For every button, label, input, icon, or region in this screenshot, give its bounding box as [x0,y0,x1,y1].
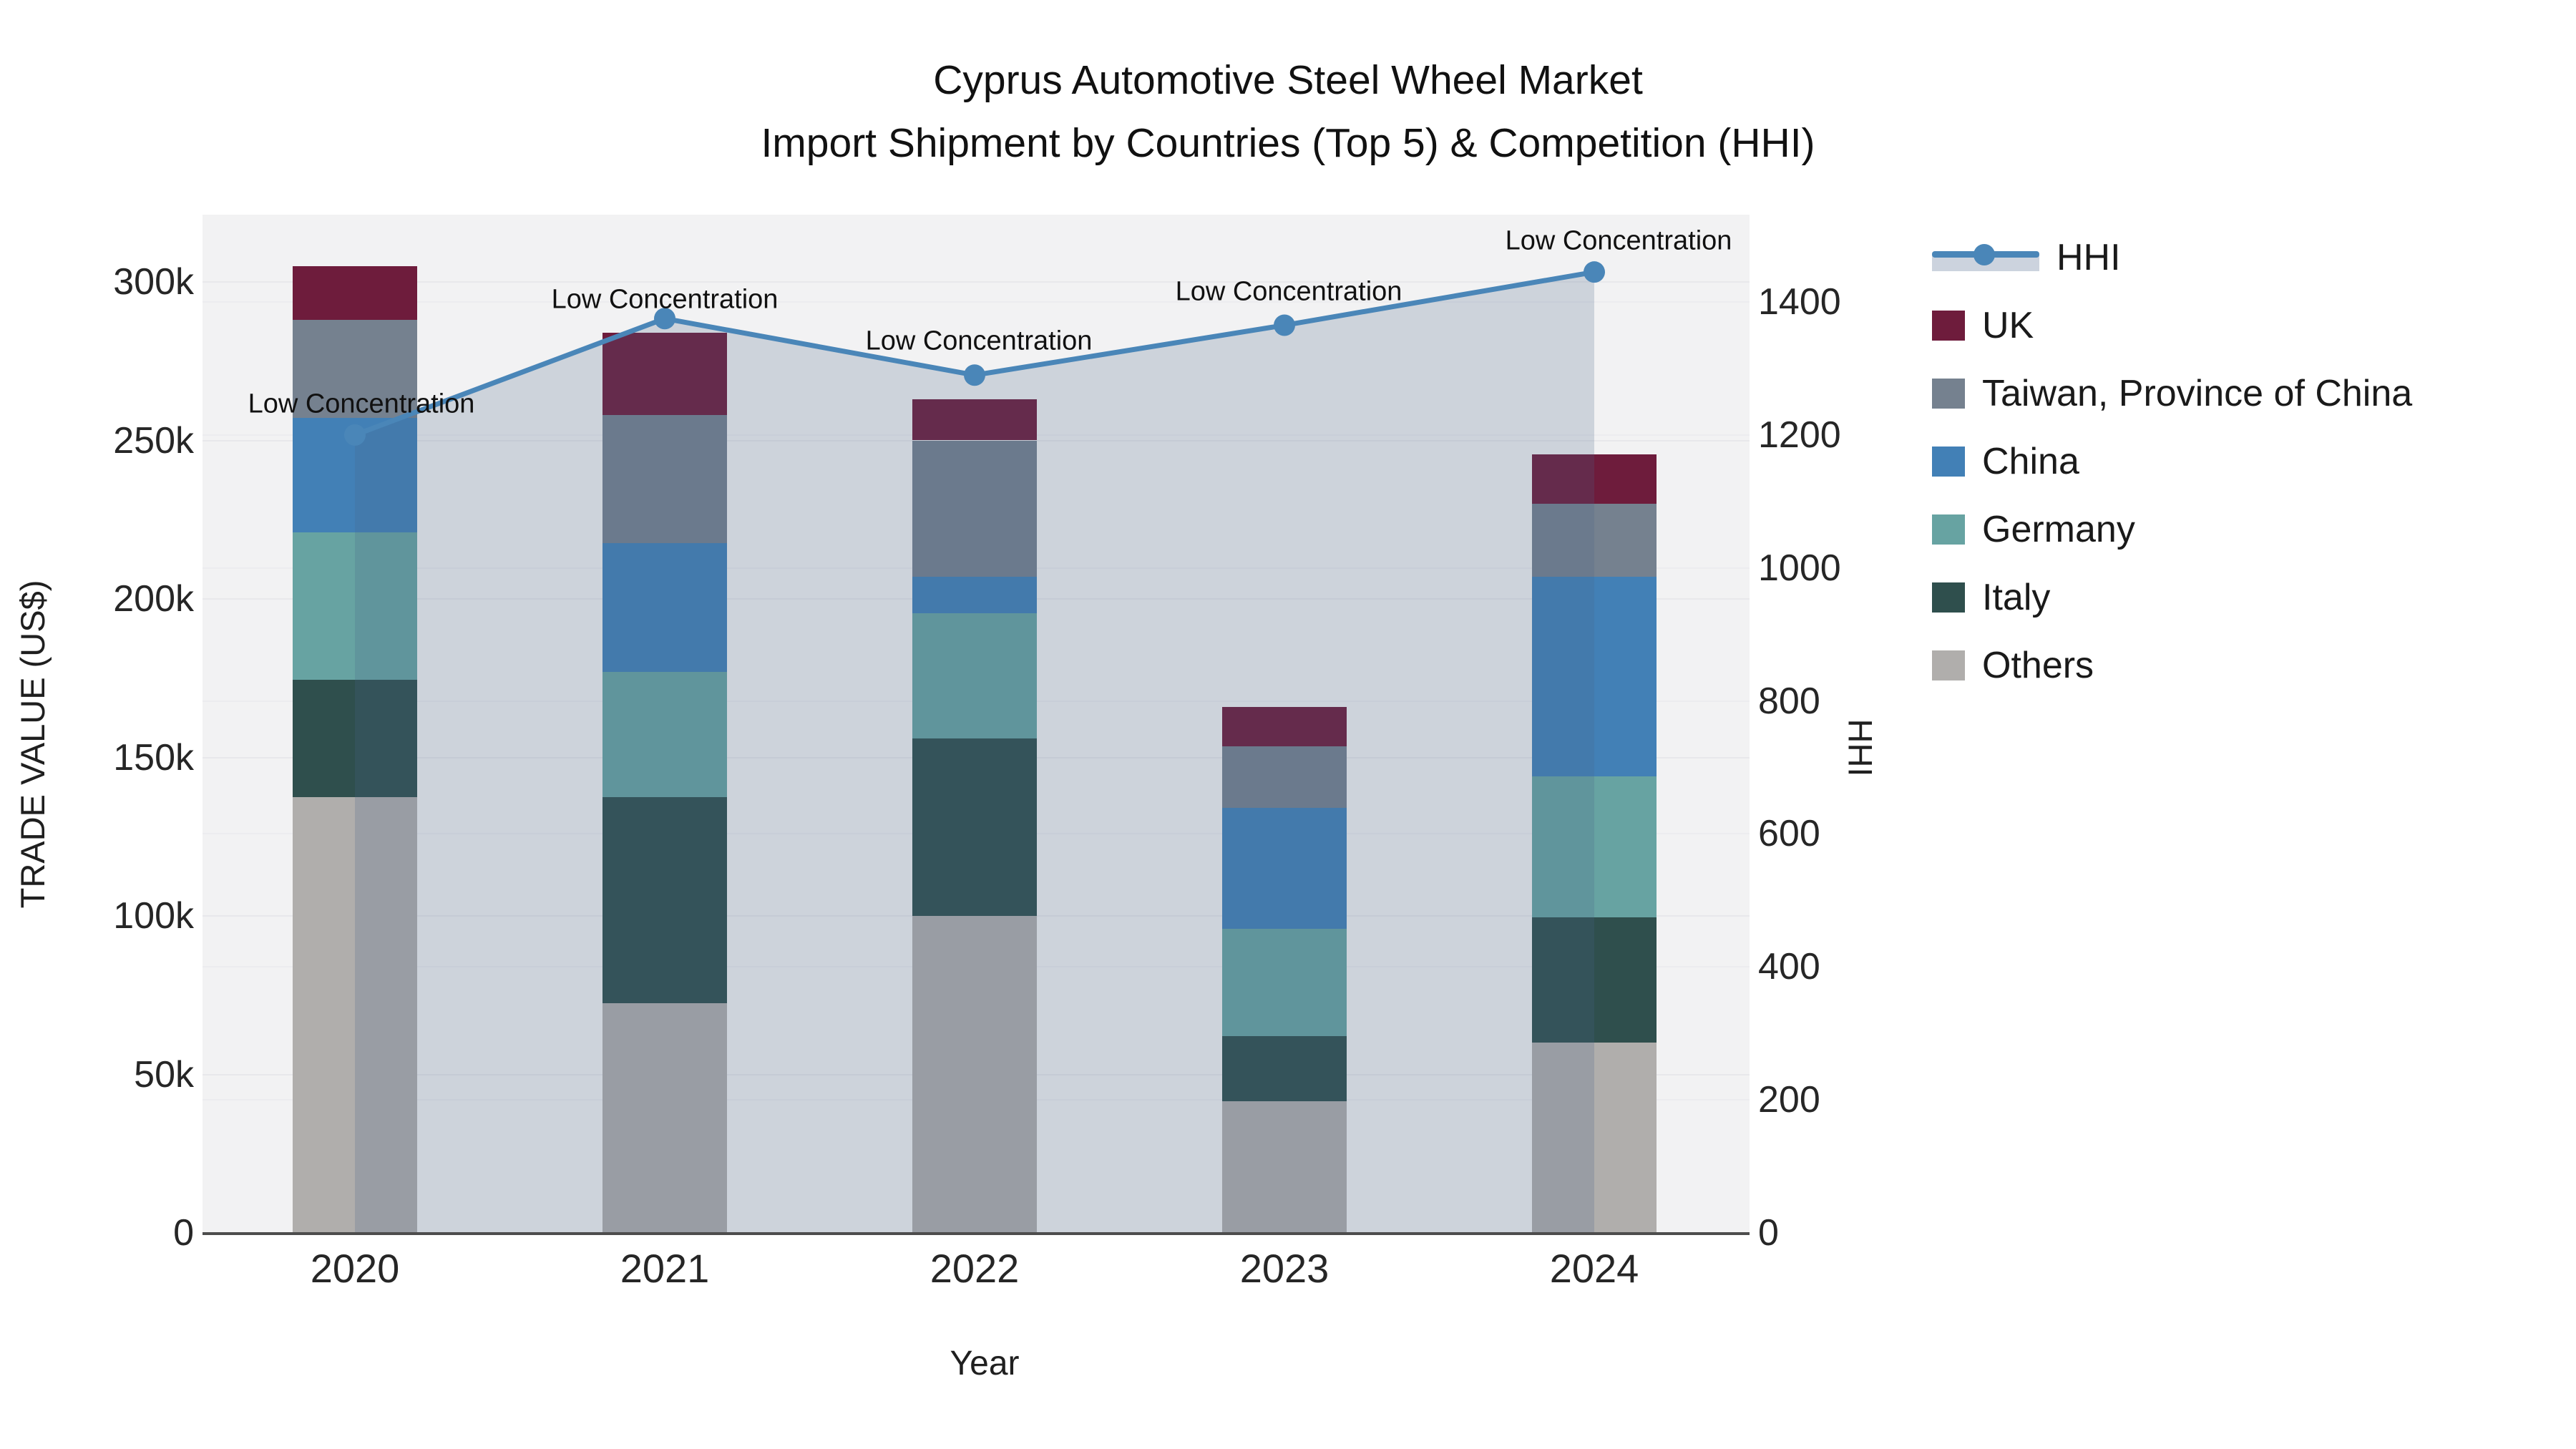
y-right-tick-label: 200 [1758,1079,1820,1121]
annotation-low-concentration: Low Concentration [248,389,475,419]
y-left-tick-label: 150k [113,736,194,779]
legend-swatch [1932,379,1965,409]
bar-segment-others [293,796,417,1233]
bar-segment-taiwan [293,320,417,419]
legend-item-label: HHI [2057,237,2121,278]
hhi-area-fill [355,272,1594,1233]
y-right-tick-label: 0 [1758,1212,1779,1254]
hhi-marker-icon [1974,244,1995,265]
legend-item-label: Germany [1982,509,2135,550]
y-left-axis-title: TRADE VALUE (US$) [14,580,52,909]
bar-segment-others [602,1002,727,1233]
bar-segment-uk [293,265,417,321]
bar-segment-uk [1532,454,1657,504]
legend-item-hhi[interactable]: HHI [1932,236,2121,279]
y-left-tick-label: 50k [134,1053,194,1096]
gridline-trade-value [203,281,1750,283]
annotation-low-concentration: Low Concentration [1175,276,1402,307]
y-right-tick-label: 1200 [1758,414,1841,456]
annotation-low-concentration: Low Concentration [551,284,779,315]
bar-segment-china [1532,576,1657,777]
legend-item-label: Taiwan, Province of China [1982,373,2413,414]
x-tick-label: 2020 [310,1246,400,1291]
y-left-tick-label: 250k [113,419,194,462]
legend-swatch [1932,447,1965,477]
bar-segment-china [912,576,1037,613]
bar-segment-germany [1222,928,1347,1037]
legend-item-others[interactable]: Others [1932,644,2094,687]
bar-segment-italy [293,679,417,797]
y-right-tick-label: 1000 [1758,547,1841,589]
legend-item-label: UK [1982,305,2034,346]
legend-swatch [1932,650,1965,680]
legend-swatch [1932,311,1965,341]
bar-segment-china [602,543,727,672]
y-left-tick-label: 300k [113,261,194,303]
bar-segment-others [912,916,1037,1233]
y-right-tick-label: 600 [1758,813,1820,855]
chart-title-line2: Import Shipment by Countries (Top 5) & C… [761,120,1815,166]
bar-segment-germany [1532,776,1657,918]
legend-item-label: Italy [1982,577,2051,618]
x-tick-label: 2022 [930,1246,1020,1291]
x-axis-title: Year [950,1345,1020,1382]
bar-segment-uk [1222,706,1347,746]
bar-segment-taiwan [1532,504,1657,577]
legend-item-label: Others [1982,645,2094,686]
legend-item-italy[interactable]: Italy [1932,576,2050,619]
hhi-marker-2020 [344,424,366,446]
hhi-marker-2022 [964,364,985,386]
x-axis-line [203,1232,1750,1235]
bar-segment-italy [1222,1036,1347,1102]
hhi-marker-2023 [1274,314,1295,336]
x-tick-label: 2024 [1549,1246,1639,1291]
legend-swatch [1932,582,1965,613]
hhi-line-layer [344,261,1605,1233]
bar-segment-china [1222,808,1347,929]
legend-item-taiwan-province-of-china[interactable]: Taiwan, Province of China [1932,372,2412,415]
bar-segment-uk [912,399,1037,441]
bar-segment-italy [912,738,1037,916]
bar-segment-uk [602,332,727,416]
legend-item-label: China [1982,441,2079,482]
legend-item-uk[interactable]: UK [1932,304,2034,347]
y-left-tick-label: 0 [173,1212,194,1254]
bar-segment-taiwan [912,440,1037,577]
hhi-marker-2024 [1584,261,1605,283]
annotation-low-concentration: Low Concentration [865,326,1093,356]
y-right-axis-title: HHI [1841,718,1880,777]
legend-swatch [1932,514,1965,545]
legend-item-china[interactable]: China [1932,440,2079,483]
bar-segment-others [1532,1043,1657,1233]
bar-segment-taiwan [602,415,727,544]
bar-segment-italy [1532,917,1657,1043]
x-tick-label: 2021 [620,1246,710,1291]
hhi-line-icon [1932,243,2039,273]
gridline-hhi [203,301,1750,303]
y-right-tick-label: 400 [1758,946,1820,988]
x-tick-label: 2023 [1239,1246,1330,1291]
bar-segment-germany [602,671,727,797]
bar-segment-others [1222,1101,1347,1233]
annotation-low-concentration: Low Concentration [1505,225,1732,256]
bar-segment-germany [293,532,417,680]
y-right-tick-label: 800 [1758,680,1820,722]
legend-item-germany[interactable]: Germany [1932,508,2135,551]
y-right-tick-label: 1400 [1758,281,1841,323]
bar-segment-italy [602,796,727,1003]
chart-title-line1: Cyprus Automotive Steel Wheel Market [933,57,1643,103]
y-left-tick-label: 100k [113,895,194,937]
bar-segment-germany [912,613,1037,738]
chart-title: Cyprus Automotive Steel Wheel Market Imp… [0,49,2576,175]
bar-segment-taiwan [1222,746,1347,809]
plot-area: Low Concentration Low Concentration Low Co… [203,215,1750,1233]
y-left-tick-label: 200k [113,578,194,620]
hhi-marker-2021 [654,308,675,330]
